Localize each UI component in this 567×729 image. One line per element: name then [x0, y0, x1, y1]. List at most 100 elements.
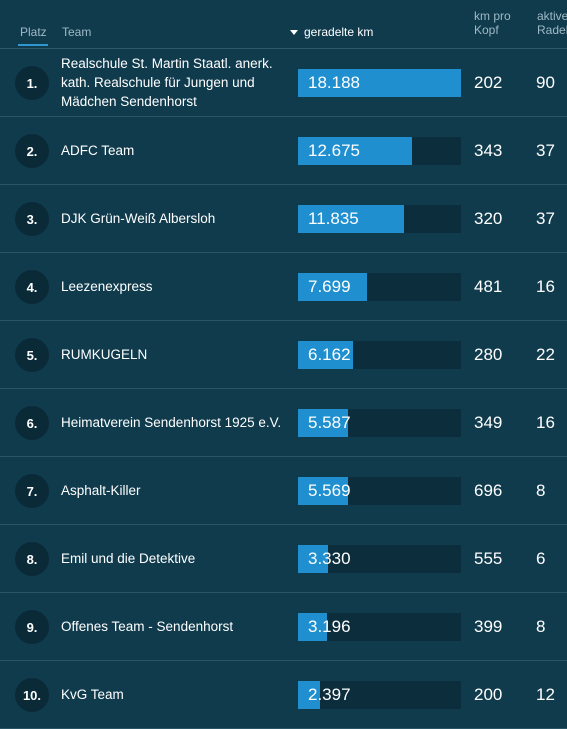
- km-bar-fill: [298, 137, 412, 165]
- team-name-text: RUMKUGELN: [61, 347, 148, 362]
- sort-desc-icon: [290, 29, 298, 35]
- team-name-text: Realschule St. Martin Staatl. anerk. kat…: [61, 56, 273, 109]
- team-name-text: Asphalt-Killer: [61, 483, 141, 498]
- km-bar-track: 2.397: [298, 681, 461, 709]
- table-header: Platz Team geradelte km km pro Kopf akti…: [0, 0, 567, 49]
- aktive-radelnde-value: 90: [536, 73, 555, 92]
- km-value: 7.699: [308, 277, 351, 296]
- rank-badge: 3.: [15, 202, 49, 236]
- km-pro-kopf-value: 343: [474, 141, 503, 160]
- aktive-radelnde-value: 16: [536, 413, 555, 432]
- km-bar-fill: [298, 613, 327, 641]
- km-pro-kopf-value: 200: [474, 685, 503, 704]
- team-name-text: Leezenexpress: [61, 279, 153, 294]
- km-bar-fill: [298, 341, 354, 369]
- aktive-radelnde-value: 16: [536, 277, 555, 296]
- km-pro-kopf-value: 481: [474, 277, 503, 296]
- team-name-text: KvG Team: [61, 687, 124, 702]
- team-name: DJK Grün-Weiß Albersloh: [61, 185, 286, 252]
- km-value: 3.196: [308, 617, 351, 636]
- km-bar-fill: [298, 205, 405, 233]
- table-row[interactable]: 9. Offenes Team - Sendenhorst 3.196 399 8: [0, 593, 567, 661]
- team-name-text: Offenes Team - Sendenhorst: [61, 619, 234, 634]
- column-header-km-pro-kopf-line1: km pro: [474, 9, 511, 23]
- rank-badge: 10.: [15, 678, 49, 712]
- km-bar-track: 7.699: [298, 273, 461, 301]
- km-value: 5.569: [308, 481, 351, 500]
- team-name: Emil und die Detektive: [61, 525, 286, 592]
- rank-badge: 1.: [15, 66, 49, 100]
- team-name: Asphalt-Killer: [61, 457, 286, 524]
- km-bar-track: 11.835: [298, 205, 461, 233]
- team-name-text: DJK Grün-Weiß Albersloh: [61, 211, 216, 226]
- team-name: Offenes Team - Sendenhorst: [61, 593, 286, 660]
- table-row[interactable]: 6. Heimatverein Sendenhorst 1925 e.V. 5.58…: [0, 389, 567, 457]
- column-header-aktive[interactable]: aktive Radelnde: [537, 9, 567, 37]
- team-name: Realschule St. Martin Staatl. anerk. kat…: [61, 49, 286, 116]
- rank-badge: 8.: [15, 542, 49, 576]
- team-name-text: Emil und die Detektive: [61, 551, 196, 566]
- aktive-radelnde-value: 8: [536, 617, 546, 636]
- team-name: Leezenexpress: [61, 253, 286, 320]
- team-name: ADFC Team: [61, 117, 286, 184]
- aktive-radelnde-value: 12: [536, 685, 555, 704]
- rank-badge: 6.: [15, 406, 49, 440]
- column-header-aktive-line2: Radelnde: [537, 23, 567, 37]
- team-name: KvG Team: [61, 661, 286, 728]
- km-pro-kopf-value: 280: [474, 345, 503, 364]
- team-name-text: Heimatverein Sendenhorst 1925 e.V.: [61, 415, 282, 430]
- km-pro-kopf-value: 399: [474, 617, 503, 636]
- km-bar-fill: [298, 409, 349, 437]
- km-bar-fill: [298, 69, 461, 97]
- km-bar-track: 12.675: [298, 137, 461, 165]
- km-bar-track: 3.330: [298, 545, 461, 573]
- km-bar-track: 3.196: [298, 613, 461, 641]
- rank-badge: 2.: [15, 134, 49, 168]
- column-header-km-pro-kopf[interactable]: km pro Kopf: [474, 9, 534, 37]
- table-row[interactable]: 2. ADFC Team 12.675 343 37: [0, 117, 567, 185]
- rank-badge: 4.: [15, 270, 49, 304]
- team-name: Heimatverein Sendenhorst 1925 e.V.: [61, 389, 286, 456]
- aktive-radelnde-value: 8: [536, 481, 546, 500]
- km-pro-kopf-value: 349: [474, 413, 503, 432]
- km-bar-fill: [298, 681, 320, 709]
- active-column-underline: [18, 44, 48, 46]
- table-row[interactable]: 3. DJK Grün-Weiß Albersloh 11.835 320 37: [0, 185, 567, 253]
- km-bar-fill: [298, 273, 367, 301]
- column-header-aktive-line1: aktive: [537, 9, 567, 23]
- km-bar-track: 18.188: [298, 69, 461, 97]
- km-pro-kopf-value: 555: [474, 549, 503, 568]
- rank-badge: 7.: [15, 474, 49, 508]
- km-bar-fill: [298, 545, 328, 573]
- team-name: RUMKUGELN: [61, 321, 286, 388]
- column-header-platz[interactable]: Platz: [20, 25, 47, 39]
- aktive-radelnde-value: 6: [536, 549, 546, 568]
- table-row[interactable]: 1. Realschule St. Martin Staatl. anerk. k…: [0, 49, 567, 117]
- column-header-team[interactable]: Team: [62, 25, 92, 39]
- table-row[interactable]: 10. KvG Team 2.397 200 12: [0, 661, 567, 729]
- km-bar-track: 6.162: [298, 341, 461, 369]
- team-name-text: ADFC Team: [61, 143, 135, 158]
- rank-badge: 9.: [15, 610, 49, 644]
- km-value: 6.162: [308, 345, 351, 364]
- aktive-radelnde-value: 22: [536, 345, 555, 364]
- km-bar-track: 5.569: [298, 477, 461, 505]
- column-header-km[interactable]: geradelte km: [290, 25, 373, 39]
- column-header-km-label: geradelte km: [304, 25, 374, 39]
- km-value: 2.397: [308, 685, 351, 704]
- aktive-radelnde-value: 37: [536, 141, 555, 160]
- team-ranking-table: 1. Realschule St. Martin Staatl. anerk. k…: [0, 49, 567, 729]
- km-value: 18.188: [308, 73, 360, 92]
- km-pro-kopf-value: 696: [474, 481, 503, 500]
- km-value: 3.330: [308, 549, 351, 568]
- km-value: 12.675: [308, 141, 360, 160]
- km-pro-kopf-value: 202: [474, 73, 503, 92]
- table-row[interactable]: 5. RUMKUGELN 6.162 280 22: [0, 321, 567, 389]
- table-row[interactable]: 4. Leezenexpress 7.699 481 16: [0, 253, 567, 321]
- table-row[interactable]: 7. Asphalt-Killer 5.569 696 8: [0, 457, 567, 525]
- km-bar-fill: [298, 477, 348, 505]
- km-bar-track: 5.587: [298, 409, 461, 437]
- rank-badge: 5.: [15, 338, 49, 372]
- km-value: 5.587: [308, 413, 351, 432]
- table-row[interactable]: 8. Emil und die Detektive 3.330 555 6: [0, 525, 567, 593]
